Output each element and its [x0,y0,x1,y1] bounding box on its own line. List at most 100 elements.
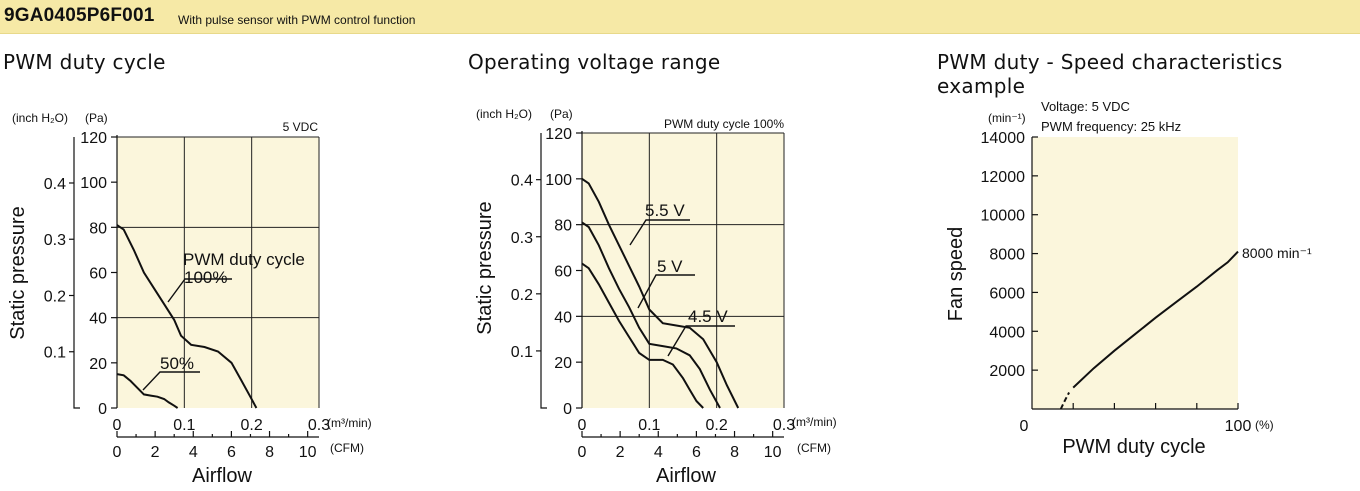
chart1-label-50: 50% [160,354,194,373]
chart3-annotation: 8000 min⁻¹ [1242,245,1312,261]
chart3-y-unit: (min⁻¹) [988,111,1026,125]
x-tick-label-duty: 0 [1020,418,1029,435]
y-tick-label-speed: 4000 [989,324,1025,341]
chart3-note-frequency: PWM frequency: 25 kHz [1041,119,1181,134]
x-tick-label-m3: 0.3 [308,417,330,434]
chart2-leader-5-5v [629,219,690,246]
x-tick-label-m3: 0.2 [706,417,728,434]
chart2-x-label: Airflow [656,465,717,487]
chart2-x-unit-secondary: (CFM) [797,441,831,455]
x-tick-label-cfm: 8 [265,444,274,461]
x-tick-label-cfm: 4 [189,444,198,461]
chart2-label-4-5v: 4.5 V [688,307,728,326]
chart3-plot-area [1032,137,1238,409]
series-curve-0 [116,224,258,409]
chart1-label-pwm-duty-cycle: PWM duty cycle [183,250,305,269]
y-tick-label-pa: 0 [563,401,572,418]
y-tick-label-pa: 40 [554,309,572,326]
x-tick-label-cfm: 0 [578,444,587,461]
y-tick-label-pa: 20 [554,355,572,372]
chart3-title: PWM duty - Speed characteristics example [937,50,1283,98]
y-tick-label-inh2o: 0.4 [511,173,533,190]
chart1-title: PWM duty cycle [3,50,166,74]
chart1-label-100: 100% [184,268,227,287]
speed-curve-solid [1072,250,1239,389]
chart3-note-voltage: Voltage: 5 VDC [1041,99,1130,114]
chart1-y-unit-secondary: (inch H₂O) [12,111,68,125]
speed-curve-dashed [1059,392,1070,410]
chart1-y-label: Static pressure [7,206,29,339]
y-tick-label-speed: 6000 [989,285,1025,302]
y-tick-label-pa: 100 [545,172,572,189]
chart1-curves [116,224,258,409]
series-curve-2 [581,262,704,409]
chart1-leader-50 [142,371,200,391]
chart2-axes [536,131,784,438]
chart2-x-unit-primary: (m³/min) [792,415,837,429]
chart1-ticks: 0 20 40 60 80 100 120 0.1 0.2 0.3 0.4 0 0.1 0.2 0.3 0 2 4… [44,130,330,461]
x-tick-label-cfm: 8 [730,444,739,461]
chart2-y-unit-secondary: (inch H₂O) [476,107,532,121]
y-tick-label-pa: 0 [98,401,107,418]
y-tick-label-pa: 120 [545,126,572,143]
y-tick-label-inh2o: 0.1 [44,345,66,362]
model-description: With pulse sensor with PWM control funct… [178,13,416,27]
y-tick-label-speed: 2000 [989,363,1025,380]
chart1-grid [117,136,320,408]
series-curve-1 [581,221,721,409]
y-tick-label-speed: 12000 [981,169,1026,186]
y-tick-label-pa: 20 [89,356,107,373]
y-tick-label-pa: 100 [80,175,107,192]
chart3-x-unit: (%) [1255,418,1274,432]
x-tick-label-m3: 0 [113,417,122,434]
x-tick-label-cfm: 2 [616,444,625,461]
y-tick-label-pa: 60 [89,266,107,283]
chart2-title: Operating voltage range [468,50,721,74]
y-tick-label-inh2o: 0.2 [44,288,66,305]
model-code: 9GA0405P6F001 [4,5,155,26]
x-tick-label-m3: 0 [578,417,587,434]
chart2-ticks: 0 20 40 60 80 100 120 0.1 0.2 0.3 0.4 0 0.1 0.2 0.3 0 2 4… [511,126,795,461]
x-tick-label-m3: 0.3 [773,417,795,434]
y-axis-inh2o [540,133,547,409]
chart1-leader-100 [167,278,232,303]
y-tick-label-speed: 10000 [981,208,1026,225]
x-tick-label-cfm: 2 [151,444,160,461]
y-tick-label-pa: 120 [80,130,107,147]
chart2-grid [582,132,785,408]
chart2-leader-4-5v [667,325,735,357]
chart1-note: 5 VDC [283,120,319,134]
y-tick-label-inh2o: 0.4 [44,176,66,193]
x-tick-label-cfm: 0 [113,444,122,461]
y-tick-label-pa: 80 [89,220,107,237]
y-tick-label-inh2o: 0.2 [511,287,533,304]
chart3-axes [1031,136,1239,410]
chart2-leader-5v [637,274,695,309]
x-tick-label-cfm: 4 [654,444,663,461]
chart1-x-label: Airflow [192,465,253,487]
y-tick-label-inh2o: 0.3 [511,230,533,247]
chart2-y-label: Static pressure [474,201,496,334]
chart3-x-label: PWM duty cycle [1062,436,1205,458]
x-tick-label-cfm: 6 [227,444,236,461]
chart2-note: PWM duty cycle 100% [664,117,784,131]
y-tick-label-speed: 14000 [981,130,1026,147]
y-tick-label-pa: 60 [554,264,572,281]
y-tick-label-speed: 8000 [989,247,1025,264]
x-tick-label-duty: 100 [1225,418,1252,435]
series-curve-0 [581,177,740,409]
chart1-x-unit-primary: (m³/min) [327,416,372,430]
series-curve-1 [116,373,179,409]
chart3-ticks: 2000 4000 6000 8000 10000 12000 14000 0 100 [981,130,1252,435]
y-tick-label-inh2o: 0.3 [44,232,66,249]
chart2-label-5v: 5 V [657,257,683,276]
chart1-axes [69,135,319,438]
chart1-plot-area [117,137,319,408]
chart2-label-5-5v: 5.5 V [645,201,685,220]
x-tick-label-m3: 0.1 [173,417,195,434]
chart2-curves [581,177,740,409]
chart1-x-unit-secondary: (CFM) [330,441,364,455]
